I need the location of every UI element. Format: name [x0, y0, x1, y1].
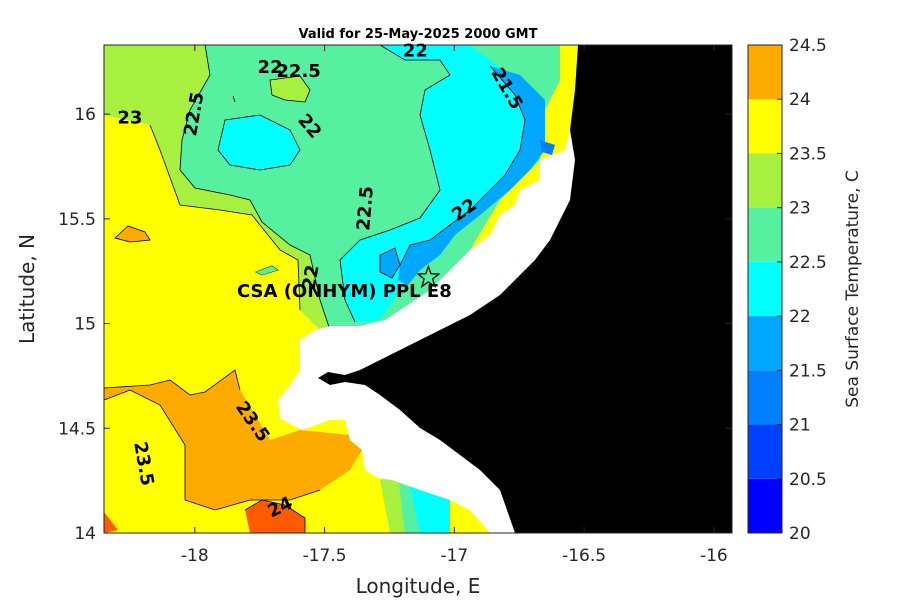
colorbar-swatch: [748, 424, 782, 479]
colorbar-swatch: [748, 370, 782, 425]
sst-patch-22.5-small: [256, 266, 278, 275]
y-axis-label: Latitude, N: [15, 234, 39, 344]
contour-label: 22: [258, 57, 283, 78]
colorbar-tick-label: 22.5: [789, 253, 827, 273]
land-mass: [318, 45, 732, 533]
colorbar-tick-label: 23.5: [789, 144, 827, 164]
contour-label: 22.5: [276, 61, 320, 82]
x-tick-label: -18: [181, 546, 209, 566]
colorbar-tick-label: 20: [789, 524, 811, 544]
colorbar-swatch: [748, 153, 782, 208]
colorbar-swatch: [748, 261, 782, 317]
y-axis: 14 14.5 15 15.5 16: [58, 105, 732, 544]
colorbar-tick-label: 24: [789, 90, 811, 110]
colorbar-frame: [747, 44, 783, 534]
y-tick-label: 16: [74, 105, 96, 125]
x-tick-label: -16.5: [562, 546, 606, 566]
colorbar: 20 20.5 21 21.5 22 22.5 23 23.5 24 24.5: [747, 36, 827, 544]
sst-patch-21.5: [380, 248, 400, 278]
contour-lines: [104, 45, 526, 533]
sst-band-21-21.5: [398, 66, 545, 285]
x-axis-label: Longitude, E: [356, 574, 481, 598]
nodata-coastal-strip: [278, 45, 610, 533]
y-tick-label: 15: [74, 315, 96, 335]
colorbar-swatch: [748, 316, 782, 371]
x-tick-label: -17.5: [303, 546, 347, 566]
colorbar-swatch: [748, 478, 782, 533]
y-tick-label: 14.5: [58, 419, 96, 439]
platform-annotation: CSA (ONHYM) PPL E8: [237, 281, 452, 302]
sst-contour-field: [104, 45, 732, 533]
colorbar-tick-label: 22: [789, 307, 811, 327]
x-axis: -18 -17.5 -17 -16.5 -16: [181, 45, 728, 566]
contour-label: 22.5: [353, 185, 378, 231]
colorbar-label: Sea Surface Temperature, C: [843, 170, 863, 408]
sst-band-23.5-24: [104, 370, 362, 510]
sst-patch-22-west: [218, 115, 300, 170]
contour-label: 23: [117, 107, 142, 128]
y-tick-label: 15.5: [58, 210, 96, 230]
x-tick-label: -17: [440, 546, 468, 566]
colorbar-swatch: [748, 207, 782, 262]
sst-patch-20.5: [540, 140, 555, 155]
colorbar-tick-label: 24.5: [789, 36, 827, 56]
chart-title: Valid for 25-May-2025 2000 GMT: [299, 27, 538, 42]
contour-label: 22: [299, 263, 324, 291]
platform-star-marker: [416, 264, 441, 288]
sst-band-22.5-23-south: [380, 476, 405, 533]
contour-label: 22: [403, 40, 428, 61]
colorbar-swatch: [748, 99, 782, 154]
sst-band-24-24.5-left: [104, 512, 118, 533]
colorbar-tick-label: 21: [789, 416, 811, 436]
colorbar-tick-label: 21.5: [789, 361, 827, 381]
sst-band-22.5-23-north: [270, 76, 310, 102]
plot-frame: [103, 44, 733, 534]
colorbar-tick-label: 20.5: [789, 470, 827, 490]
colorbar-swatch: [748, 45, 782, 100]
x-tick-label: -16: [700, 546, 728, 566]
colorbar-tick-label: 23: [789, 199, 811, 219]
y-tick-label: 14: [74, 524, 96, 544]
